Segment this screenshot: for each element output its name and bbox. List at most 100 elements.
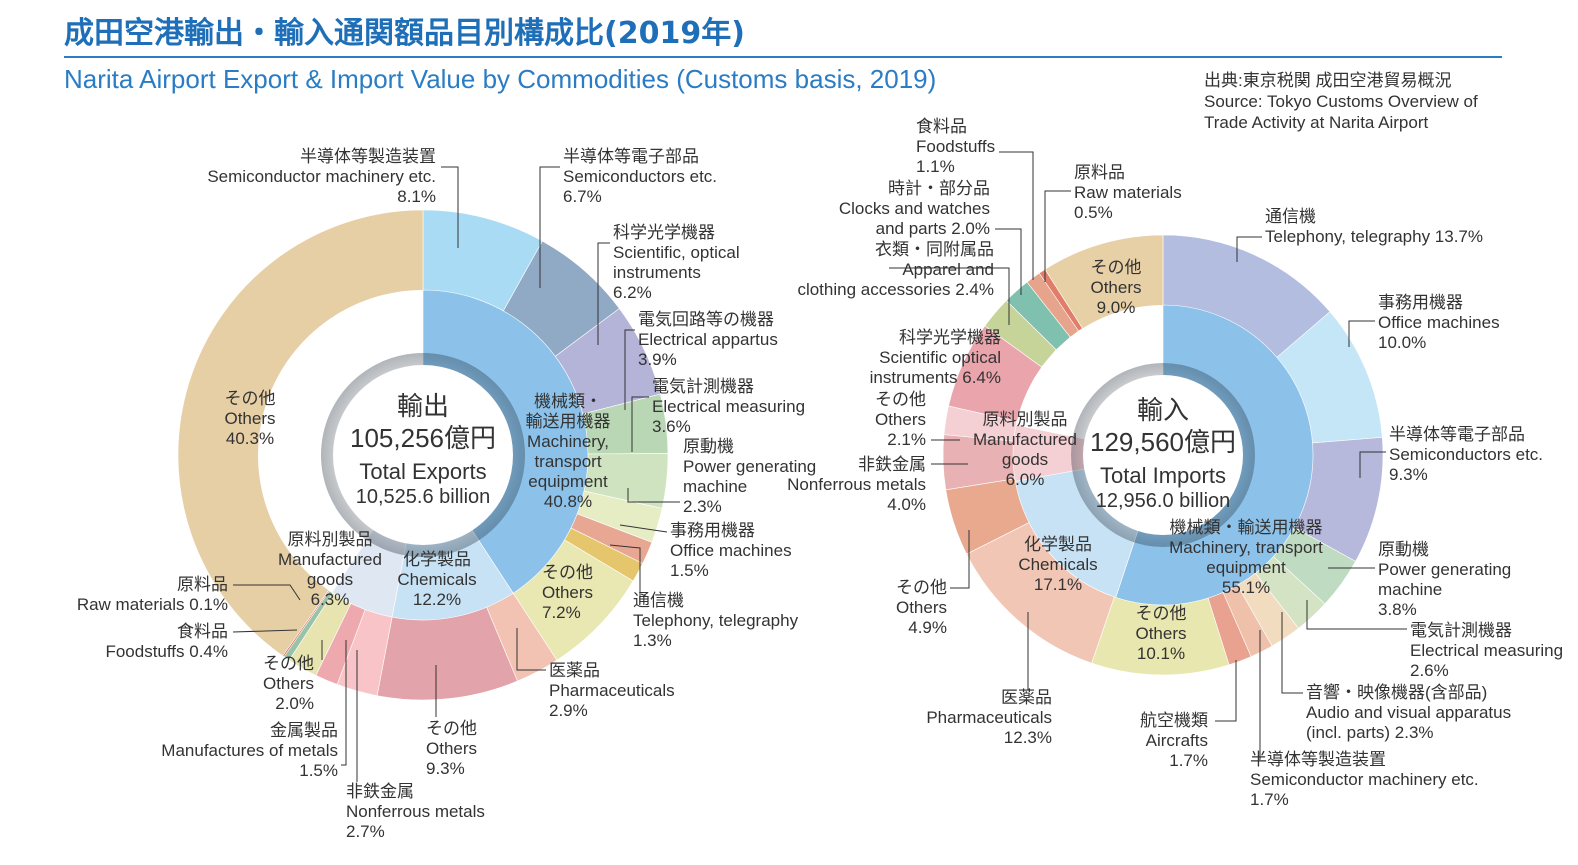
imports-outer-label-line: 半導体等電子部品 — [1389, 425, 1525, 444]
exports-outer-label-line: 科学光学機器 — [613, 223, 715, 242]
exports-outer-label-line: 電気回路等の機器 — [638, 310, 774, 329]
imports-outer-label-line: 1.7% — [1250, 790, 1289, 809]
exports-inner-label-line: 6.3% — [311, 590, 350, 609]
imports-outer-label-line: その他 — [1136, 604, 1187, 623]
imports-outer-label-line: 衣類・同附属品 — [875, 240, 994, 259]
imports-outer-label-line: 9.3% — [1389, 465, 1428, 484]
source-line-jp: 出典:東京税関 成田空港貿易概況 — [1204, 71, 1452, 90]
exports-inner-label-line: 12.2% — [413, 590, 461, 609]
exports-leader-line — [609, 544, 641, 604]
imports-outer-label: 電気計測機器 Electrical measuring 2.6% — [1410, 621, 1563, 680]
exports-inner-label-line: Manufactured — [278, 550, 382, 569]
imports-inner-label-line: Machinery, transport — [1169, 538, 1323, 557]
imports-outer-label: 医薬品 Pharmaceuticals 12.3% — [926, 688, 1052, 747]
imports-outer-label-line: Electrical measuring — [1410, 641, 1563, 660]
exports-outer-label-line: 1.5% — [299, 761, 338, 780]
imports-leader-line — [1281, 612, 1303, 694]
imports-outer-label-line: Power generating — [1378, 560, 1511, 579]
imports-outer-label: 音響・映像機器(含部品) Audio and visual apparatus (i… — [1306, 683, 1511, 742]
imports-outer-label: その他 Others 10.1% — [1135, 604, 1186, 663]
imports-leader-line — [1236, 236, 1262, 262]
exports-outer-label: 半導体等製造装置 Semiconductor machinery etc. 8.1% — [207, 147, 436, 206]
imports-inner-label-line: Manufactured — [973, 430, 1077, 449]
exports-inner-label-line: 40.8% — [544, 492, 592, 511]
imports-outer-label-line: Others — [875, 410, 926, 429]
exports-outer-label-line: 2.0% — [275, 694, 314, 713]
imports-outer-label-line: Telephony, telegraphy 13.7% — [1265, 227, 1483, 246]
imports-outer-label-line: 原料品 — [1074, 163, 1125, 182]
exports-outer-label-line: 2.3% — [683, 497, 722, 516]
exports-outer-label: 電気計測機器 Electrical measuring 3.6% — [652, 377, 805, 436]
exports-outer-label-line: 1.5% — [670, 561, 709, 580]
exports-inner-label-line: equipment — [528, 472, 608, 491]
exports-outer-label-line: Others — [426, 739, 477, 758]
imports-outer-label-line: 2.6% — [1410, 661, 1449, 680]
exports-outer-label-line: 医薬品 — [549, 661, 600, 680]
exports-center-label: 105,256億円 — [350, 423, 496, 453]
imports-outer-label-line: その他 — [1091, 258, 1142, 277]
exports-outer-label: 医薬品 Pharmaceuticals 2.9% — [549, 661, 675, 720]
imports-outer-label-line: 3.8% — [1378, 600, 1417, 619]
chart-title-en: Narita Airport Export & Import Value by … — [64, 64, 937, 94]
imports-outer-label-line: Clocks and watches — [839, 199, 990, 218]
exports-outer-label-line: 通信機 — [633, 591, 684, 610]
imports-leader-line — [1359, 451, 1386, 478]
imports-outer-label-line: machine — [1378, 580, 1442, 599]
imports-center-label: 輸入 — [1137, 395, 1189, 425]
imports-outer-label-line: 航空機類 — [1140, 711, 1208, 730]
imports-outer-label: その他 Others 9.0% — [1090, 258, 1141, 317]
imports-inner-label-line: Chemicals — [1018, 555, 1097, 574]
imports-outer-label-line: 時計・部分品 — [888, 179, 990, 198]
exports-center-label: Total Exports — [359, 459, 486, 484]
imports-inner-label: 原料別製品 Manufactured goods 6.0% — [973, 410, 1077, 489]
imports-leader-line — [950, 530, 970, 589]
imports-outer-label-line: Others — [896, 598, 947, 617]
exports-outer-label: 通信機 Telephony, telegraphy 1.3% — [633, 591, 799, 650]
imports-outer-label-line: 事務用機器 — [1378, 293, 1463, 312]
imports-outer-label-line: Raw materials — [1074, 183, 1182, 202]
exports-outer-label-line: 2.9% — [549, 701, 588, 720]
imports-inner-label-line: 化学製品 — [1024, 535, 1092, 554]
imports-outer-label: 原動機 Power generating machine 3.8% — [1378, 540, 1511, 619]
exports-outer-label-line: 7.2% — [542, 603, 581, 622]
exports-outer-label-line: Others — [263, 674, 314, 693]
imports-outer-label: その他 Others 4.9% — [896, 578, 947, 637]
exports-inner-label-line: 化学製品 — [403, 550, 471, 569]
exports-inner-label-line: 原料別製品 — [288, 530, 373, 549]
imports-outer-label-line: 10.0% — [1378, 333, 1426, 352]
exports-outer-label-line: Power generating — [683, 457, 816, 476]
imports-outer-label-line: Semiconductor machinery etc. — [1250, 770, 1479, 789]
exports-outer-label-line: その他 — [542, 563, 593, 582]
imports-inner-label-line: 17.1% — [1034, 575, 1082, 594]
imports-inner-label: 化学製品 Chemicals 17.1% — [1018, 535, 1097, 594]
exports-outer-label-line: Office machines — [670, 541, 792, 560]
exports-leader-line — [516, 628, 546, 671]
exports-outer-label-line: Electrical appartus — [638, 330, 778, 349]
exports-leader-line — [597, 242, 610, 345]
imports-inner-label-line: 55.1% — [1222, 578, 1270, 597]
imports-outer-label: その他 Others 2.1% — [875, 390, 926, 449]
imports-outer-label-line: Semiconductors etc. — [1389, 445, 1543, 464]
exports-center-label: 輸出 — [397, 391, 449, 421]
exports-leader-line — [631, 396, 649, 452]
exports-outer-label: 原料品 Raw materials 0.1% — [77, 575, 228, 614]
imports-outer-label: 食料品 Foodstuffs 1.1% — [916, 117, 995, 176]
exports-outer-label-line: 40.3% — [226, 429, 274, 448]
imports-outer-label-line: 半導体等製造装置 — [1250, 750, 1386, 769]
imports-outer-label-line: Foodstuffs — [916, 137, 995, 156]
imports-outer-label: 科学光学機器 Scientific optical instruments 6.4% — [870, 328, 1001, 387]
exports-inner-label-line: 機械類・ — [534, 392, 602, 411]
exports-outer-label-line: instruments — [613, 263, 701, 282]
exports-outer-label-line: Semiconductor machinery etc. — [207, 167, 436, 186]
imports-outer-label-line: 4.9% — [908, 618, 947, 637]
exports-outer-label-line: Scientific, optical — [613, 243, 740, 262]
exports-leader-line — [619, 524, 668, 533]
imports-leader-line — [999, 151, 1034, 280]
exports-outer-label: その他 Others 2.0% — [263, 654, 314, 713]
imports-outer-label-line: 通信機 — [1265, 207, 1316, 226]
imports-outer-label-line: Aircrafts — [1146, 731, 1208, 750]
imports-outer-label-line: Others — [1090, 278, 1141, 297]
